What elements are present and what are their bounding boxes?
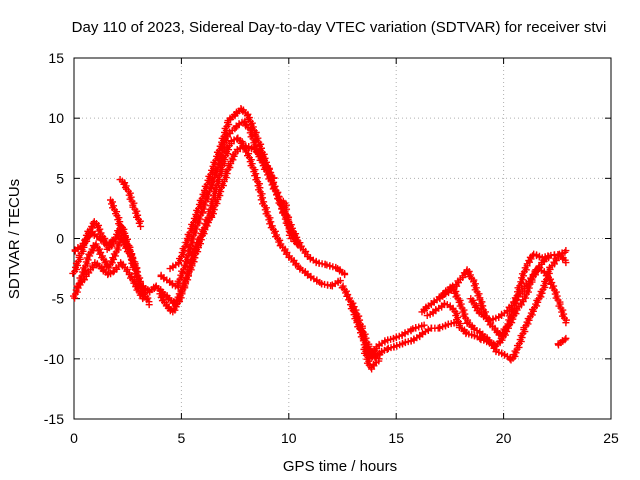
series-track-14 [360,343,383,373]
data-point [293,239,301,247]
data-point [562,319,570,327]
series-track-10 [156,142,278,316]
data-point [285,231,293,239]
data-point [562,334,570,342]
data-point [545,253,553,261]
x-tick-label: 15 [388,430,404,446]
data-point [420,321,428,329]
data-point [527,255,535,263]
data-point [121,184,129,192]
data-point [242,120,250,128]
x-axis-label: GPS time / hours [283,458,397,475]
series-track-3 [74,259,147,303]
data-point [132,265,140,273]
data-point [108,236,116,244]
data-point [139,295,147,303]
x-tick-label: 25 [603,430,619,446]
data-point [287,235,295,242]
data-markers [69,105,570,373]
data-point [562,259,570,267]
grid-lines [74,58,611,419]
data-point [137,222,145,230]
data-point [526,258,534,266]
chart-title: Day 110 of 2023, Sidereal Day-to-day VTE… [72,19,607,36]
x-tick-label: 20 [496,430,512,446]
series-track-5 [107,196,140,273]
data-point [293,241,301,249]
y-tick-label: -10 [44,351,64,367]
series-track-16 [423,251,570,364]
data-point [562,247,570,255]
y-tick-label: 0 [56,231,64,247]
y-tick-label: 15 [48,50,64,66]
data-point [270,174,278,182]
y-tick-label: 5 [56,170,64,186]
series-track-17 [435,264,570,350]
data-point [341,271,349,279]
axis-ticks: 0 5 10 15 20 25 -15 -10 -5 0 5 10 15 [44,50,619,446]
data-point [383,346,391,354]
x-tick-label: 0 [70,430,78,446]
data-point [145,301,153,309]
data-point [336,277,344,285]
x-tick-label: 5 [178,430,186,446]
data-point [135,219,143,227]
series-track-19 [554,334,570,349]
series-track-6 [116,176,145,230]
series-track-11 [279,197,295,242]
y-tick-label: -5 [52,291,65,307]
y-axis-label: SDTVAR / TECUs [6,179,23,299]
series-track-13 [346,301,428,363]
y-tick-label: 10 [48,110,64,126]
data-point [375,355,383,363]
y-tick-label: -15 [44,411,64,427]
data-point [241,117,249,125]
data-point [121,179,129,187]
series-track-18 [467,253,553,324]
x-tick-label: 10 [281,430,297,446]
data-point [561,336,569,344]
